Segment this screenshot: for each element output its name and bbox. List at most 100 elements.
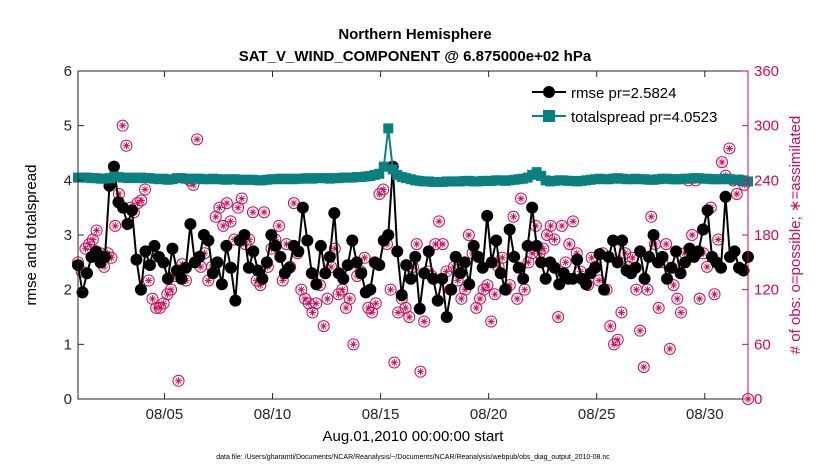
y-tick-label: 1 — [64, 336, 72, 353]
obs-marker-circle — [153, 301, 166, 314]
rmse-point — [643, 250, 656, 263]
obs-marker-circle — [332, 288, 345, 301]
obs-marker-star — [454, 276, 462, 285]
rmse-point — [611, 256, 624, 269]
obs-marker-star — [498, 254, 506, 262]
rmse-point — [580, 278, 593, 291]
legend-rmse-label: rmse pr=2.5824 — [571, 85, 676, 102]
obs-marker-star — [569, 217, 577, 225]
obs-marker — [90, 224, 103, 237]
obs-marker-circle — [671, 292, 684, 305]
rmse-point — [80, 267, 93, 280]
obs-marker-circle — [392, 306, 405, 319]
rmse-point — [373, 259, 386, 272]
obs-marker-star — [457, 295, 465, 303]
obs-marker-star — [677, 308, 685, 317]
y2-axis-label: # of obs: o=possible; ∗=assimilated — [787, 116, 804, 355]
obs-marker-star — [119, 122, 127, 130]
obs-marker-circle — [165, 283, 178, 296]
obs-marker-star — [249, 208, 257, 216]
obs-marker — [701, 260, 714, 273]
totalspread-point — [387, 164, 398, 175]
rmse-point — [143, 259, 156, 272]
rmse-point — [125, 204, 138, 217]
legend-spread-label: totalspread pr=4.0523 — [571, 109, 717, 126]
obs-marker-circle — [552, 311, 565, 323]
rmse-point — [202, 234, 215, 247]
obs-marker-star — [710, 290, 719, 298]
obs-marker-star — [547, 222, 555, 230]
rmse-point — [305, 267, 318, 280]
obs-marker-circle — [604, 320, 617, 333]
rmse-point — [215, 278, 228, 291]
obs-marker-star — [401, 304, 410, 312]
obs-marker — [686, 229, 699, 241]
obs-marker-circle — [418, 315, 431, 328]
obs-marker-star — [197, 263, 205, 271]
obs-marker-star — [331, 245, 339, 253]
obs-marker-star — [361, 254, 369, 262]
y-tick-label: 4 — [64, 172, 72, 189]
obs-marker-circle — [120, 139, 133, 152]
obs-marker-star — [688, 231, 696, 239]
rmse-point — [382, 229, 395, 241]
obs-marker — [667, 279, 680, 292]
obs-marker-circle — [142, 274, 155, 287]
legend-box — [524, 80, 738, 135]
rmse-point — [418, 267, 431, 280]
totalspread-point — [374, 168, 385, 179]
obs-marker-star — [227, 217, 235, 225]
obs-marker — [611, 333, 624, 346]
x-tick-label: 08/25 — [578, 406, 616, 423]
y2-tick-label: 240 — [754, 172, 779, 189]
obs-marker — [693, 292, 706, 305]
obs-marker-circle — [403, 311, 416, 323]
rmse-point — [224, 261, 237, 274]
obs-marker-star — [643, 286, 652, 294]
rmse-point — [526, 201, 539, 214]
rmse-point — [566, 272, 579, 285]
obs-marker — [377, 183, 390, 196]
obs-marker-circle — [109, 219, 122, 232]
obs-marker — [172, 374, 185, 387]
rmse-point — [314, 239, 327, 252]
rmse-point — [269, 239, 282, 252]
obs-marker-star — [420, 317, 428, 326]
rmse-point — [454, 267, 467, 280]
obs-marker-circle — [347, 338, 360, 351]
rmse-point — [445, 283, 458, 296]
obs-marker — [567, 215, 580, 228]
obs-marker-star — [323, 295, 331, 303]
obs-marker-star — [308, 308, 317, 317]
obs-marker-star — [245, 235, 253, 244]
rmse-point — [121, 218, 134, 231]
obs-marker-star — [111, 222, 119, 230]
obs-marker-star — [327, 263, 335, 271]
obs-marker — [552, 311, 565, 323]
rmse-point — [166, 242, 179, 255]
obs-marker-star — [160, 299, 168, 307]
obs-marker-star — [696, 295, 704, 303]
obs-marker-circle — [377, 183, 390, 196]
obs-marker-star — [275, 222, 283, 230]
rmse-point — [665, 261, 678, 274]
obs-marker-star — [442, 267, 451, 276]
rmse-point — [553, 278, 566, 291]
obs-marker — [730, 188, 743, 200]
data-file-footer: data file: /Users/gharamti/Documents/NCA… — [216, 454, 610, 461]
obs-marker-star — [148, 295, 157, 303]
obs-marker-circle — [90, 224, 103, 237]
rmse-point — [485, 256, 498, 269]
axes-layer: 08/05 08/10 08/15 08/20 08/25 08/300123456060… — [64, 63, 779, 423]
rmse-point — [440, 311, 453, 323]
obs-marker-circle — [514, 192, 527, 205]
rmse-point — [449, 250, 462, 263]
obs-marker-star — [476, 295, 484, 303]
rmse-point — [499, 283, 512, 296]
y-tick-label: 0 — [64, 391, 72, 408]
obs-marker-star — [666, 345, 674, 353]
rmse-point — [548, 261, 561, 274]
rmse-point — [481, 209, 494, 222]
obs-marker-star — [517, 194, 525, 203]
obs-marker-circle — [615, 306, 628, 319]
